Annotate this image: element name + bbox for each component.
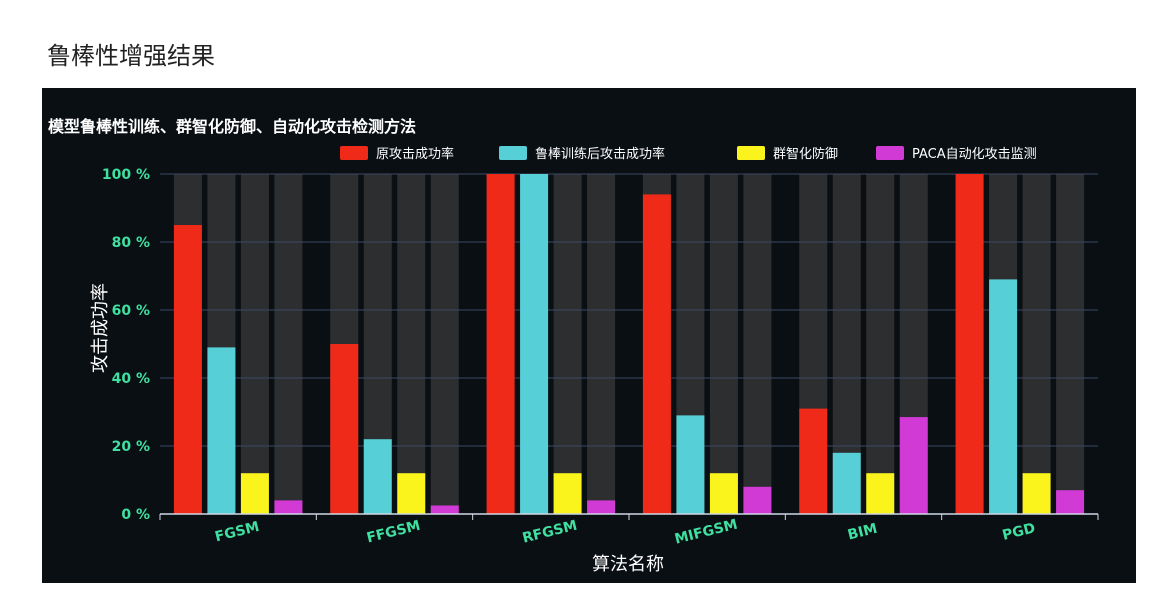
bar [553, 473, 582, 514]
y-axis-label: 攻击成功率 [90, 283, 111, 373]
bar [899, 417, 928, 514]
legend-swatch [737, 146, 765, 160]
bar [397, 473, 426, 514]
bar-background [1056, 174, 1085, 514]
legend-label: 原攻击成功率 [376, 146, 454, 162]
bar [799, 408, 828, 514]
bar [207, 347, 236, 514]
chart-title: 模型鲁棒性训练、群智化防御、自动化攻击检测方法 [48, 117, 416, 136]
legend-swatch [340, 146, 368, 160]
bar [587, 500, 616, 514]
bar-background [240, 174, 269, 514]
bar [330, 344, 359, 514]
legend-swatch [876, 146, 904, 160]
x-axis-label: 算法名称 [592, 554, 664, 575]
bar-background [866, 174, 895, 514]
bar-background [274, 174, 303, 514]
bar [363, 439, 392, 514]
legend-label: PACA自动化攻击监测 [912, 147, 1037, 162]
bar [866, 473, 895, 514]
bar-background [709, 174, 738, 514]
bar [274, 500, 303, 514]
bar [642, 194, 671, 514]
bar [989, 279, 1018, 514]
y-tick-label: 60 % [112, 303, 150, 319]
bar [486, 174, 515, 514]
bar-background [430, 174, 459, 514]
x-tick-label: FFGSM [365, 518, 422, 547]
y-tick-label: 0 % [121, 507, 150, 523]
bar-background [1022, 174, 1051, 514]
legend-label: 群智化防御 [773, 146, 838, 162]
bar [955, 174, 984, 514]
chart-panel: 0 % 20 % 40 % 60 % 80 % 100 % FGSM FFGSM RFGSM M… [42, 88, 1136, 583]
y-tick-label: 80 % [112, 235, 150, 251]
x-tick-label: PGD [1001, 520, 1037, 544]
x-tick-label: MIFGSM [673, 517, 739, 548]
bar [173, 225, 202, 514]
x-tick-label: FGSM [213, 519, 261, 545]
bar [1056, 490, 1085, 514]
bar [520, 174, 549, 514]
bar [240, 473, 269, 514]
bar [676, 415, 705, 514]
y-tick-label: 20 % [112, 439, 150, 455]
y-tick-label: 100 % [102, 167, 150, 183]
legend-swatch [499, 146, 527, 160]
page-heading: 鲁棒性增强结果 [47, 42, 215, 70]
y-tick-label: 40 % [112, 371, 150, 387]
bar [709, 473, 738, 514]
legend-label: 鲁棒训练后攻击成功率 [535, 146, 665, 162]
x-tick-label: BIM [846, 521, 879, 544]
bar-background [587, 174, 616, 514]
x-tick-label: RFGSM [521, 518, 579, 547]
bar [430, 505, 459, 514]
bar-background [397, 174, 426, 514]
bar-chart: 0 % 20 % 40 % 60 % 80 % 100 % FGSM FFGSM RFGSM M… [48, 117, 1099, 575]
bar [743, 486, 772, 514]
bar [1022, 473, 1051, 514]
bar-background [553, 174, 582, 514]
bar [832, 452, 861, 514]
bar-background [743, 174, 772, 514]
